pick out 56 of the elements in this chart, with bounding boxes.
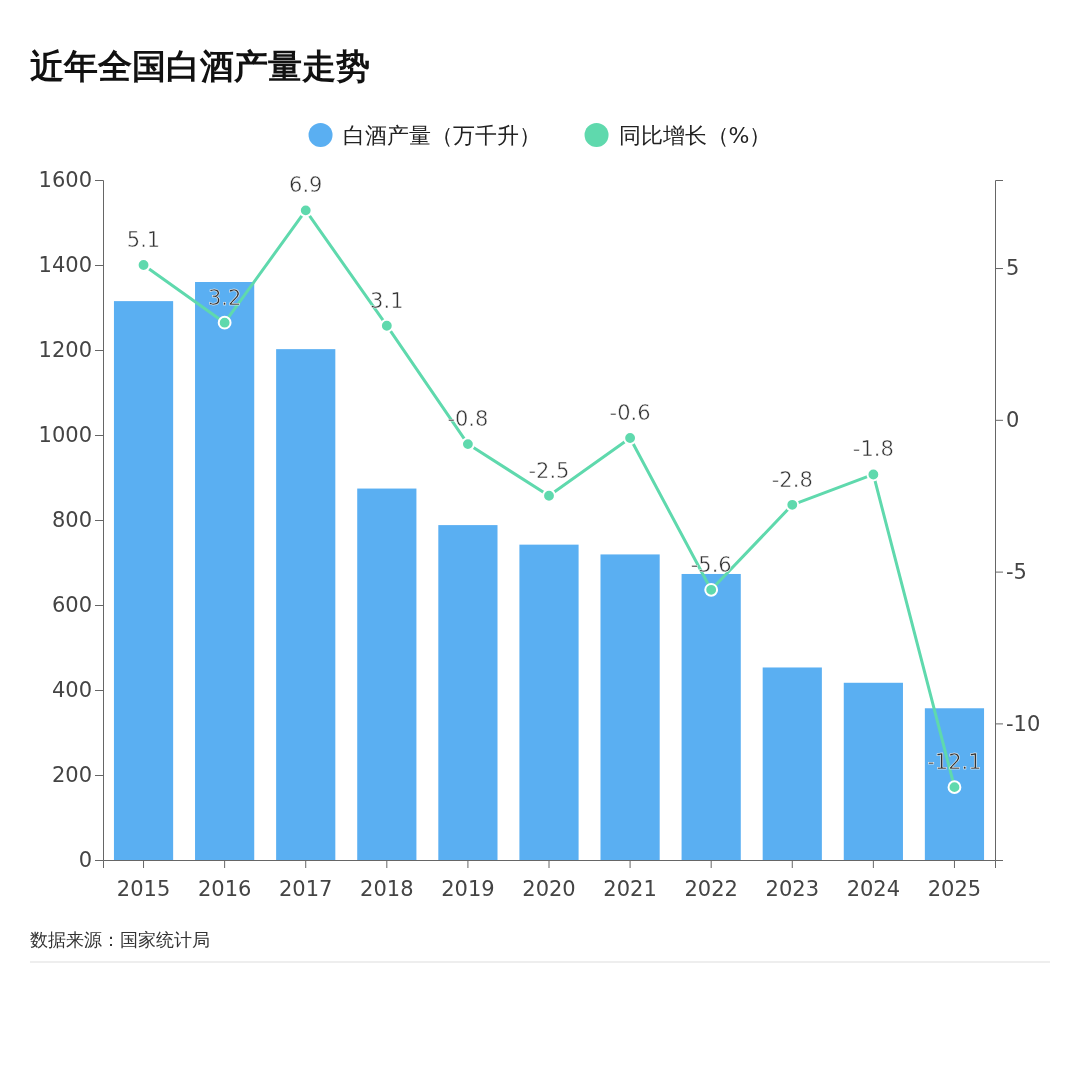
bar (681, 573, 741, 860)
point (866, 467, 881, 482)
x-tick-label: 2017 (279, 877, 333, 902)
bar (276, 349, 336, 860)
y-tick-label: 0 (78, 848, 92, 873)
y-tick-label: 1600 (38, 168, 92, 193)
data-label: -1.8 (852, 437, 894, 462)
x-tick-label: 2023 (765, 877, 819, 902)
data-label: 5.1 (126, 228, 161, 252)
y-tick-label: 1400 (38, 253, 92, 278)
point (947, 780, 962, 795)
x-tick-label: 2025 (927, 877, 982, 902)
bar (762, 667, 822, 860)
y2-tick-label: -10 (1006, 711, 1041, 736)
point (217, 315, 232, 330)
point (704, 582, 719, 597)
x-tick-label: 2021 (603, 877, 657, 902)
y-tick-label: 1000 (38, 423, 92, 448)
legend-label: 白酒产量（万千升） (342, 123, 541, 148)
point (542, 488, 556, 503)
x-tick-label: 2018 (360, 877, 414, 902)
x-tick-label: 2024 (846, 877, 901, 902)
x-tick-label: 2016 (197, 877, 252, 902)
data-label: -2.5 (528, 458, 570, 483)
data-label: -0.6 (609, 401, 651, 426)
x-tick-label: 2020 (522, 877, 576, 902)
point (379, 318, 394, 333)
bar (113, 301, 174, 860)
x-tick-label: 2015 (116, 877, 171, 902)
data-label: -12.1 (927, 750, 982, 775)
source-note: 数据来源：国家统计局 (30, 929, 210, 950)
data-label: -2.8 (771, 467, 813, 492)
bar (195, 282, 255, 860)
chart-title: 近年全国白酒产量走势 (30, 46, 370, 86)
legend-label: 同比增长（%） (618, 123, 772, 148)
data-label: 3.1 (370, 288, 404, 313)
bar (843, 682, 903, 860)
y2-tick-label: 0 (1006, 408, 1020, 433)
bar (600, 554, 660, 860)
data-label: 3.2 (207, 285, 242, 310)
y2-tick-label: 5 (1006, 256, 1020, 281)
bar (924, 708, 985, 860)
bar (519, 544, 579, 860)
bar (438, 525, 498, 860)
bar (357, 488, 417, 860)
x-tick-label: 2022 (684, 877, 738, 902)
y2-tick-label: -5 (1006, 559, 1027, 584)
y-tick-label: 800 (51, 508, 92, 533)
point (136, 258, 151, 272)
y-tick-label: 600 (51, 593, 92, 618)
y-tick-label: 1200 (38, 338, 92, 363)
y-tick-label: 400 (51, 678, 92, 703)
x-tick-label: 2019 (441, 877, 495, 902)
data-label: 6.9 (289, 173, 323, 198)
y-tick-label: 200 (51, 763, 92, 788)
point (298, 203, 313, 218)
